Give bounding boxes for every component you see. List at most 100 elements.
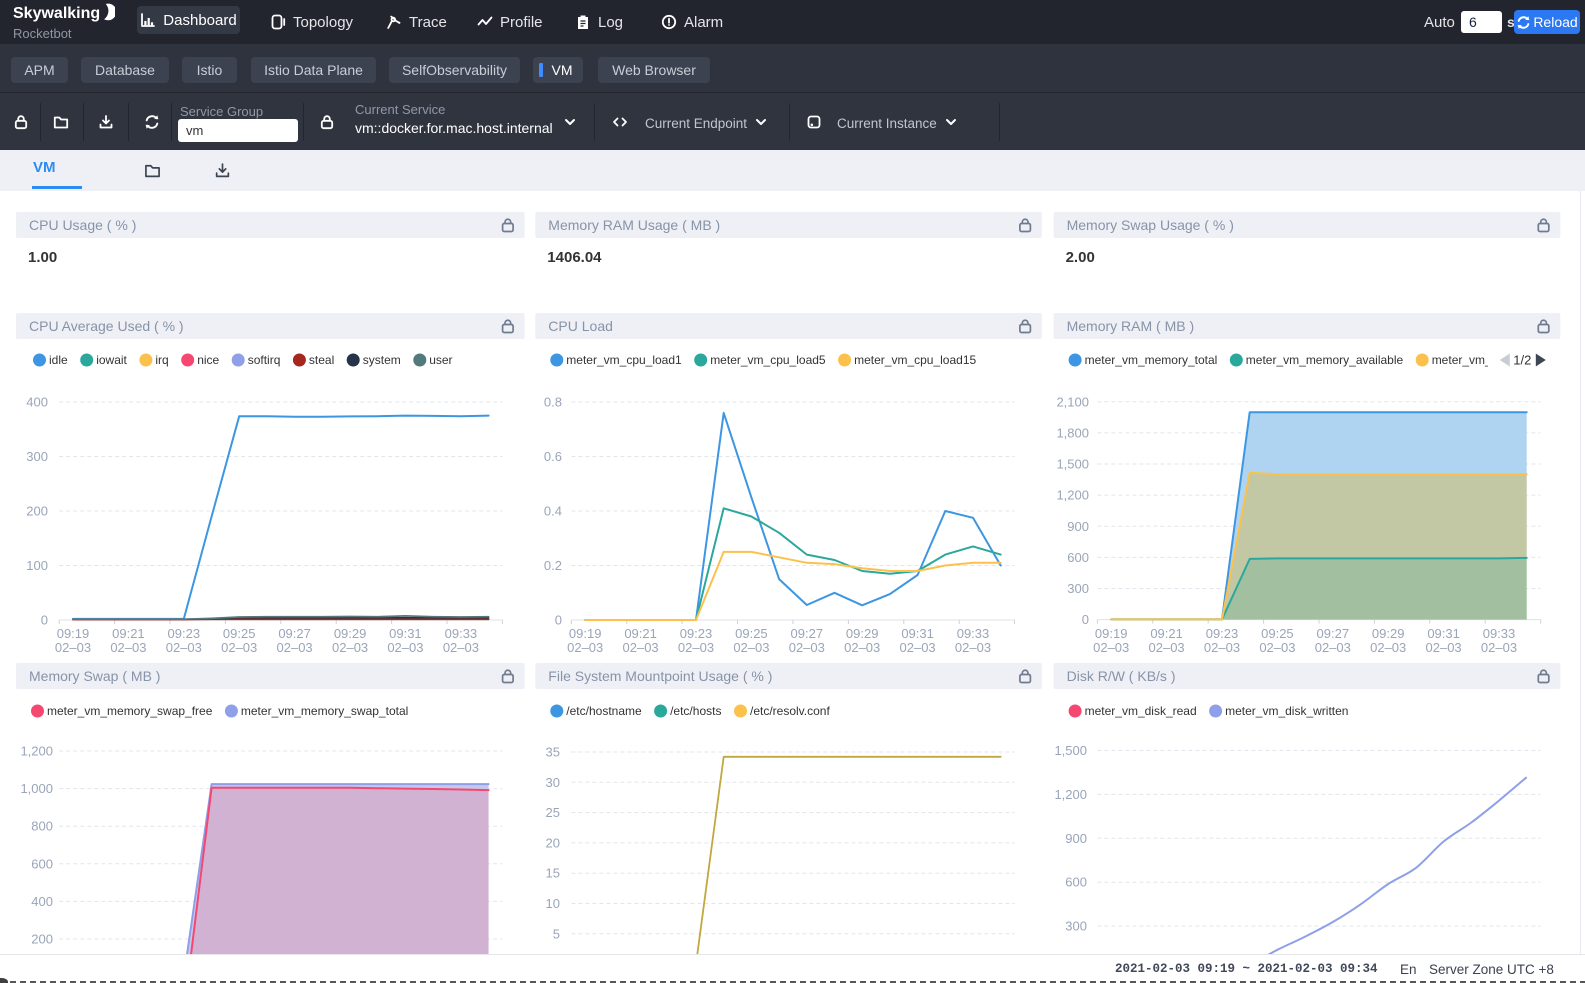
svg-text:/etc/resolv.conf: /etc/resolv.conf <box>750 704 830 718</box>
svg-text:400: 400 <box>26 395 48 410</box>
svg-text:0: 0 <box>555 613 562 628</box>
svg-text:meter_vm_memory_used: meter_vm_memory_used <box>1432 353 1568 367</box>
svg-text:1,200: 1,200 <box>20 744 53 759</box>
svg-text:0: 0 <box>41 613 48 628</box>
svg-text:meter_vm_cpu_load15: meter_vm_cpu_load15 <box>854 353 976 367</box>
svg-text:user: user <box>429 353 452 367</box>
svg-text:02–03: 02–03 <box>789 640 825 655</box>
svg-text:Memory RAM ( MB ): Memory RAM ( MB ) <box>1067 318 1195 334</box>
svg-text:09:23: 09:23 <box>1206 626 1239 641</box>
svg-text:600: 600 <box>1067 550 1089 565</box>
svg-text:02–03: 02–03 <box>1204 640 1240 655</box>
svg-text:09:27: 09:27 <box>1317 626 1350 641</box>
svg-text:02–03: 02–03 <box>1093 640 1129 655</box>
svg-text:meter_vm_memory_total: meter_vm_memory_total <box>1085 353 1218 367</box>
svg-text:02–03: 02–03 <box>387 640 423 655</box>
svg-text:02–03: 02–03 <box>900 640 936 655</box>
svg-text:Disk R/W ( KB/s ): Disk R/W ( KB/s ) <box>1067 668 1176 684</box>
svg-text:1,800: 1,800 <box>1056 425 1089 440</box>
svg-text:1406.04: 1406.04 <box>547 249 602 266</box>
svg-text:File System Mountpoint Usage (: File System Mountpoint Usage ( % ) <box>548 668 772 684</box>
svg-text:02–03: 02–03 <box>55 640 91 655</box>
svg-text:800: 800 <box>31 819 53 834</box>
svg-text:02–03: 02–03 <box>623 640 659 655</box>
svg-text:2.00: 2.00 <box>1066 249 1095 266</box>
svg-text:300: 300 <box>1067 581 1089 596</box>
svg-text:1/2: 1/2 <box>1513 353 1531 368</box>
svg-text:0: 0 <box>1082 612 1089 627</box>
svg-text:02–03: 02–03 <box>678 640 714 655</box>
svg-text:meter_vm_memory_swap_free: meter_vm_memory_swap_free <box>47 704 213 718</box>
svg-text:900: 900 <box>1065 831 1087 846</box>
svg-text:09:29: 09:29 <box>846 626 879 641</box>
svg-text:400: 400 <box>31 894 53 909</box>
svg-text:09:29: 09:29 <box>1372 626 1405 641</box>
svg-text:1,500: 1,500 <box>1056 457 1089 472</box>
svg-text:0.8: 0.8 <box>544 395 562 410</box>
svg-text:20: 20 <box>546 835 560 850</box>
svg-text:200: 200 <box>26 504 48 519</box>
svg-text:200: 200 <box>31 932 53 947</box>
svg-text:02–03: 02–03 <box>1481 640 1517 655</box>
svg-text:300: 300 <box>1065 919 1087 934</box>
svg-text:600: 600 <box>31 856 53 871</box>
svg-text:CPU Usage ( % ): CPU Usage ( % ) <box>29 217 136 233</box>
svg-text:1,200: 1,200 <box>1056 488 1089 503</box>
svg-text:02–03: 02–03 <box>332 640 368 655</box>
svg-text:09:25: 09:25 <box>735 626 768 641</box>
svg-text:02–03: 02–03 <box>443 640 479 655</box>
svg-text:02–03: 02–03 <box>567 640 603 655</box>
svg-text:02–03: 02–03 <box>1259 640 1295 655</box>
svg-text:meter_vm_cpu_load1: meter_vm_cpu_load1 <box>566 353 682 367</box>
svg-text:Memory Swap ( MB ): Memory Swap ( MB ) <box>29 668 160 684</box>
svg-text:02–03: 02–03 <box>221 640 257 655</box>
svg-text:1,200: 1,200 <box>1054 787 1087 802</box>
svg-text:09:33: 09:33 <box>957 626 990 641</box>
svg-text:09:19: 09:19 <box>1095 626 1128 641</box>
svg-text:100: 100 <box>26 558 48 573</box>
svg-text:CPU Average Used ( % ): CPU Average Used ( % ) <box>29 318 184 334</box>
svg-text:09:25: 09:25 <box>223 626 256 641</box>
svg-text:steal: steal <box>309 353 334 367</box>
svg-text:09:31: 09:31 <box>1427 626 1460 641</box>
svg-text:09:21: 09:21 <box>1150 626 1183 641</box>
svg-text:1,000: 1,000 <box>20 781 53 796</box>
svg-text:09:23: 09:23 <box>168 626 201 641</box>
svg-text:idle: idle <box>49 353 68 367</box>
svg-text:02–03: 02–03 <box>277 640 313 655</box>
svg-text:02–03: 02–03 <box>955 640 991 655</box>
svg-text:5: 5 <box>553 926 560 941</box>
svg-text:Memory Swap Usage ( % ): Memory Swap Usage ( % ) <box>1067 217 1234 233</box>
svg-text:02–03: 02–03 <box>1149 640 1185 655</box>
svg-text:iowait: iowait <box>96 353 127 367</box>
svg-text:0.2: 0.2 <box>544 558 562 573</box>
svg-text:09:33: 09:33 <box>1483 626 1516 641</box>
svg-text:02–03: 02–03 <box>166 640 202 655</box>
svg-text:09:23: 09:23 <box>680 626 713 641</box>
svg-text:meter_vm_memory_available: meter_vm_memory_available <box>1246 353 1404 367</box>
svg-text:25: 25 <box>546 805 560 820</box>
svg-text:02–03: 02–03 <box>733 640 769 655</box>
svg-text:09:27: 09:27 <box>278 626 311 641</box>
svg-text:softirq: softirq <box>248 353 281 367</box>
svg-text:1.00: 1.00 <box>28 249 57 266</box>
svg-text:09:19: 09:19 <box>569 626 602 641</box>
svg-text:900: 900 <box>1067 519 1089 534</box>
svg-text:02–03: 02–03 <box>844 640 880 655</box>
svg-text:/etc/hostname: /etc/hostname <box>566 704 642 718</box>
svg-text:09:33: 09:33 <box>445 626 478 641</box>
svg-text:10: 10 <box>546 896 560 911</box>
svg-text:CPU Load: CPU Load <box>548 318 613 334</box>
svg-text:09:25: 09:25 <box>1261 626 1294 641</box>
svg-text:09:21: 09:21 <box>112 626 145 641</box>
svg-text:09:19: 09:19 <box>57 626 90 641</box>
svg-text:meter_vm_disk_written: meter_vm_disk_written <box>1225 704 1348 718</box>
svg-text:meter_vm_disk_read: meter_vm_disk_read <box>1085 704 1197 718</box>
svg-text:300: 300 <box>26 449 48 464</box>
svg-text:600: 600 <box>1065 875 1087 890</box>
svg-text:35: 35 <box>546 745 560 760</box>
svg-text:09:21: 09:21 <box>624 626 657 641</box>
svg-text:1,500: 1,500 <box>1054 743 1087 758</box>
svg-text:15: 15 <box>546 866 560 881</box>
svg-text:/etc/hosts: /etc/hosts <box>670 704 721 718</box>
